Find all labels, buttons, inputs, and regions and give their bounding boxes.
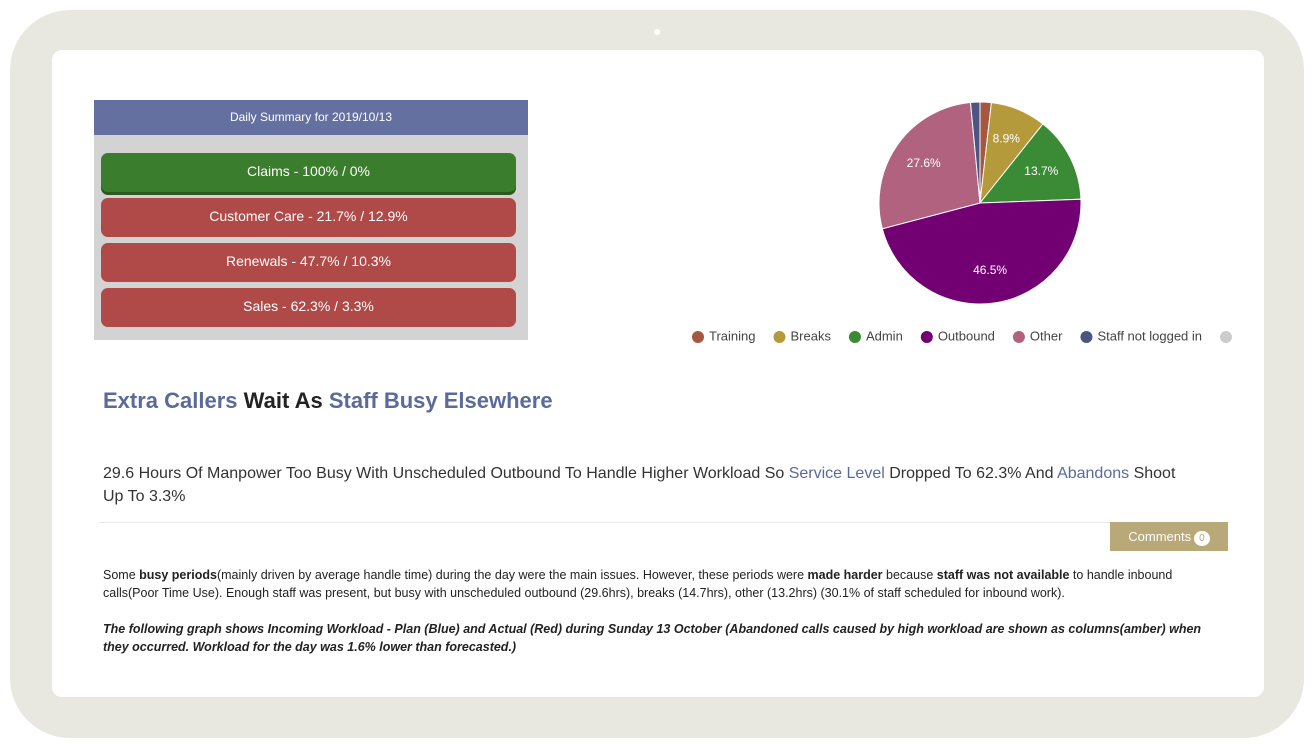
body-text: Some busy periods(mainly driven by avera… — [103, 566, 1213, 602]
summary-item[interactable]: Sales - 62.3% / 3.3% — [101, 288, 516, 327]
slice-label: 8.9% — [993, 132, 1021, 146]
text-run: staff was not available — [936, 568, 1070, 582]
text-run[interactable]: Service Level — [788, 465, 885, 482]
text-run[interactable]: Abandons — [1057, 465, 1130, 482]
pie-chart: 8.9% 13.7% 46.5% 27.6% Training Breaks Admin Ou… — [692, 101, 1232, 343]
legend-swatch — [1080, 331, 1093, 343]
camera — [654, 29, 660, 35]
legend-label: Admin — [866, 328, 903, 343]
text-run: Dropped To 62.3% And — [889, 465, 1054, 482]
text-run: Some — [103, 568, 140, 582]
divider — [99, 522, 1229, 523]
slice-label: 13.7% — [1024, 164, 1058, 178]
text-run: Shoot Up To 3.3% — [103, 465, 1176, 505]
slice-label: 46.5% — [973, 263, 1007, 277]
text-run: 29.6 Hours Of Manpower Too Busy With Uns… — [103, 465, 785, 482]
legend-label: Other — [1030, 328, 1063, 343]
legend-label: Outbound — [938, 328, 995, 343]
pie-slice — [969, 101, 981, 204]
pie-slice — [881, 198, 1082, 305]
summary-title: Daily Summary for 2019/10/13 — [94, 100, 528, 135]
legend-swatch — [1012, 331, 1025, 343]
legend-swatch — [848, 331, 861, 343]
comments-label: Comments — [1128, 529, 1192, 544]
text-run: because — [882, 568, 937, 582]
pie-slice — [878, 101, 981, 230]
summary-item[interactable]: Claims - 100% / 0% — [101, 153, 516, 192]
subheadline: 29.6 Hours Of Manpower Too Busy With Uns… — [103, 462, 1198, 508]
legend-swatch — [1220, 331, 1232, 343]
legend-label: Staff not logged in — [1097, 328, 1202, 343]
legend-label: Breaks — [790, 328, 831, 343]
screen: Daily Summary for 2019/10/13 Claims - 10… — [52, 50, 1264, 697]
legend-swatch — [773, 331, 786, 343]
summary-panel: Daily Summary for 2019/10/13 Claims - 10… — [94, 100, 528, 340]
pie-slice — [978, 123, 1082, 204]
legend-swatch — [692, 331, 704, 343]
comments-button[interactable]: Comments 0 — [1110, 522, 1228, 551]
summary-item[interactable]: Customer Care - 21.7% / 12.9% — [101, 198, 516, 237]
text-run: Extra Callers — [103, 388, 238, 413]
text-run: Staff Busy Elsewhere — [328, 388, 553, 413]
text-run: Wait As — [243, 388, 323, 413]
text-run: to handle inbound calls(Poor Time Use). … — [103, 568, 1173, 600]
text-run: made harder — [807, 568, 883, 582]
headline: Extra Callers Wait As Staff Busy Elsewhe… — [103, 388, 553, 414]
text-run: busy periods — [139, 568, 217, 582]
legend-swatch — [920, 331, 933, 343]
note-text: The following graph shows Incoming Workl… — [103, 622, 1202, 654]
summary-item[interactable]: Renewals - 47.7% / 10.3% — [101, 243, 516, 282]
text-run: (mainly driven by average handle time) d… — [216, 568, 808, 582]
comments-count: 0 — [1194, 531, 1210, 546]
legend-label: Training — [709, 328, 755, 343]
slice-label: 27.6% — [907, 156, 941, 170]
